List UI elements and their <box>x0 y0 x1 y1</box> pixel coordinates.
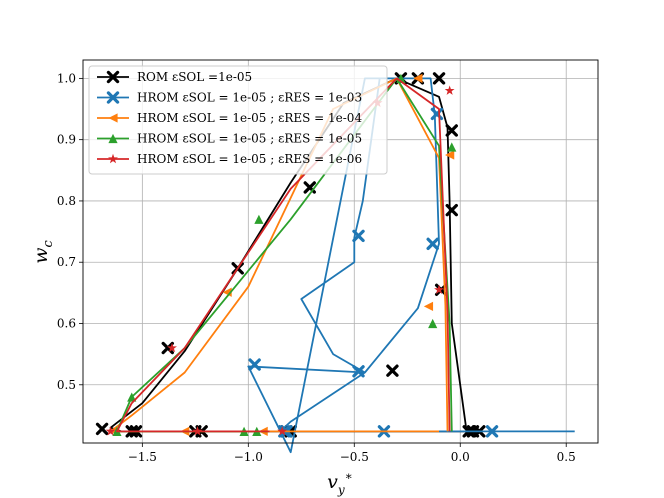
x-marker <box>161 341 174 355</box>
x-tick-label: −0.5 <box>340 450 369 464</box>
triangle-up-marker <box>428 318 438 329</box>
star-marker <box>444 85 455 95</box>
y-tick-label: 1.0 <box>57 71 76 85</box>
plot-frame <box>82 59 599 444</box>
triangle-up-marker <box>108 133 118 144</box>
x-marker <box>445 203 458 217</box>
legend-label: HROM εSOL = 1e-05 ; εRES = 1e-05 <box>137 132 362 146</box>
legend-label: HROM εSOL = 1e-05 ; εRES = 1e-03 <box>137 91 362 105</box>
x-tick-label: −1.0 <box>234 450 263 464</box>
x-marker <box>106 70 120 84</box>
star-marker <box>277 426 288 436</box>
star-marker <box>192 426 203 436</box>
star-marker <box>105 426 116 436</box>
legend-box <box>88 65 388 175</box>
x-marker <box>352 229 365 243</box>
y-axis-title: wc <box>30 240 56 264</box>
triangle-left-marker <box>423 301 434 311</box>
legend-label: HROM εSOL = 1e-05 ; εRES = 1e-06 <box>137 152 362 166</box>
series-line <box>116 77 451 433</box>
x-marker <box>485 425 499 438</box>
x-marker <box>248 358 261 371</box>
x-marker <box>106 91 120 104</box>
star-marker <box>167 342 177 353</box>
y-tick-label: 0.8 <box>57 194 76 208</box>
y-tick-label: 0.5 <box>57 378 76 392</box>
x-axis-title: vy∗ <box>327 469 353 497</box>
triangle-up-marker <box>254 214 264 224</box>
legend-entry: HROM εSOL = 1e-05 ; εRES = 1e-06 <box>97 152 362 166</box>
triangle-left-marker <box>413 73 423 83</box>
series-layer <box>95 72 575 454</box>
legend-label: HROM εSOL = 1e-05 ; εRES = 1e-04 <box>137 111 362 125</box>
x-marker <box>95 422 109 436</box>
star-marker <box>108 153 118 164</box>
legend-entry: ROM εSOL =1e-05 <box>97 70 252 84</box>
x-tick-label: 0.5 <box>557 450 576 464</box>
x-marker <box>432 72 446 85</box>
star-marker <box>434 284 444 295</box>
x-tick-label: 0.0 <box>451 450 470 464</box>
y-tick-label: 0.6 <box>57 317 76 331</box>
y-tick-label: 0.9 <box>57 133 76 147</box>
legend: ROM εSOL =1e-05 HROM εSOL = 1e-05 ; εRES … <box>88 65 388 175</box>
triangle-left-marker <box>445 150 455 160</box>
x-tick-label: −1.5 <box>128 450 157 464</box>
triangle-left-marker <box>108 113 118 123</box>
ticks: −1.5 −1.0 −0.5 0.0 0.5 0.5 0.6 0.7 0.8 0.9 1.0 <box>57 71 576 464</box>
legend-entry: HROM εSOL = 1e-05 ; εRES = 1e-03 <box>97 91 362 105</box>
x-marker <box>352 365 365 378</box>
triangle-up-marker <box>447 142 457 152</box>
legend-entry: HROM εSOL = 1e-05 ; εRES = 1e-04 <box>97 111 362 125</box>
triangle-up-marker <box>127 392 137 402</box>
x-marker <box>386 364 399 377</box>
legend-entry: HROM εSOL = 1e-05 ; εRES = 1e-05 <box>97 132 362 146</box>
x-marker <box>445 124 458 137</box>
legend-label: ROM εSOL =1e-05 <box>137 70 252 84</box>
x-marker <box>426 237 439 251</box>
y-tick-label: 0.7 <box>57 255 76 269</box>
